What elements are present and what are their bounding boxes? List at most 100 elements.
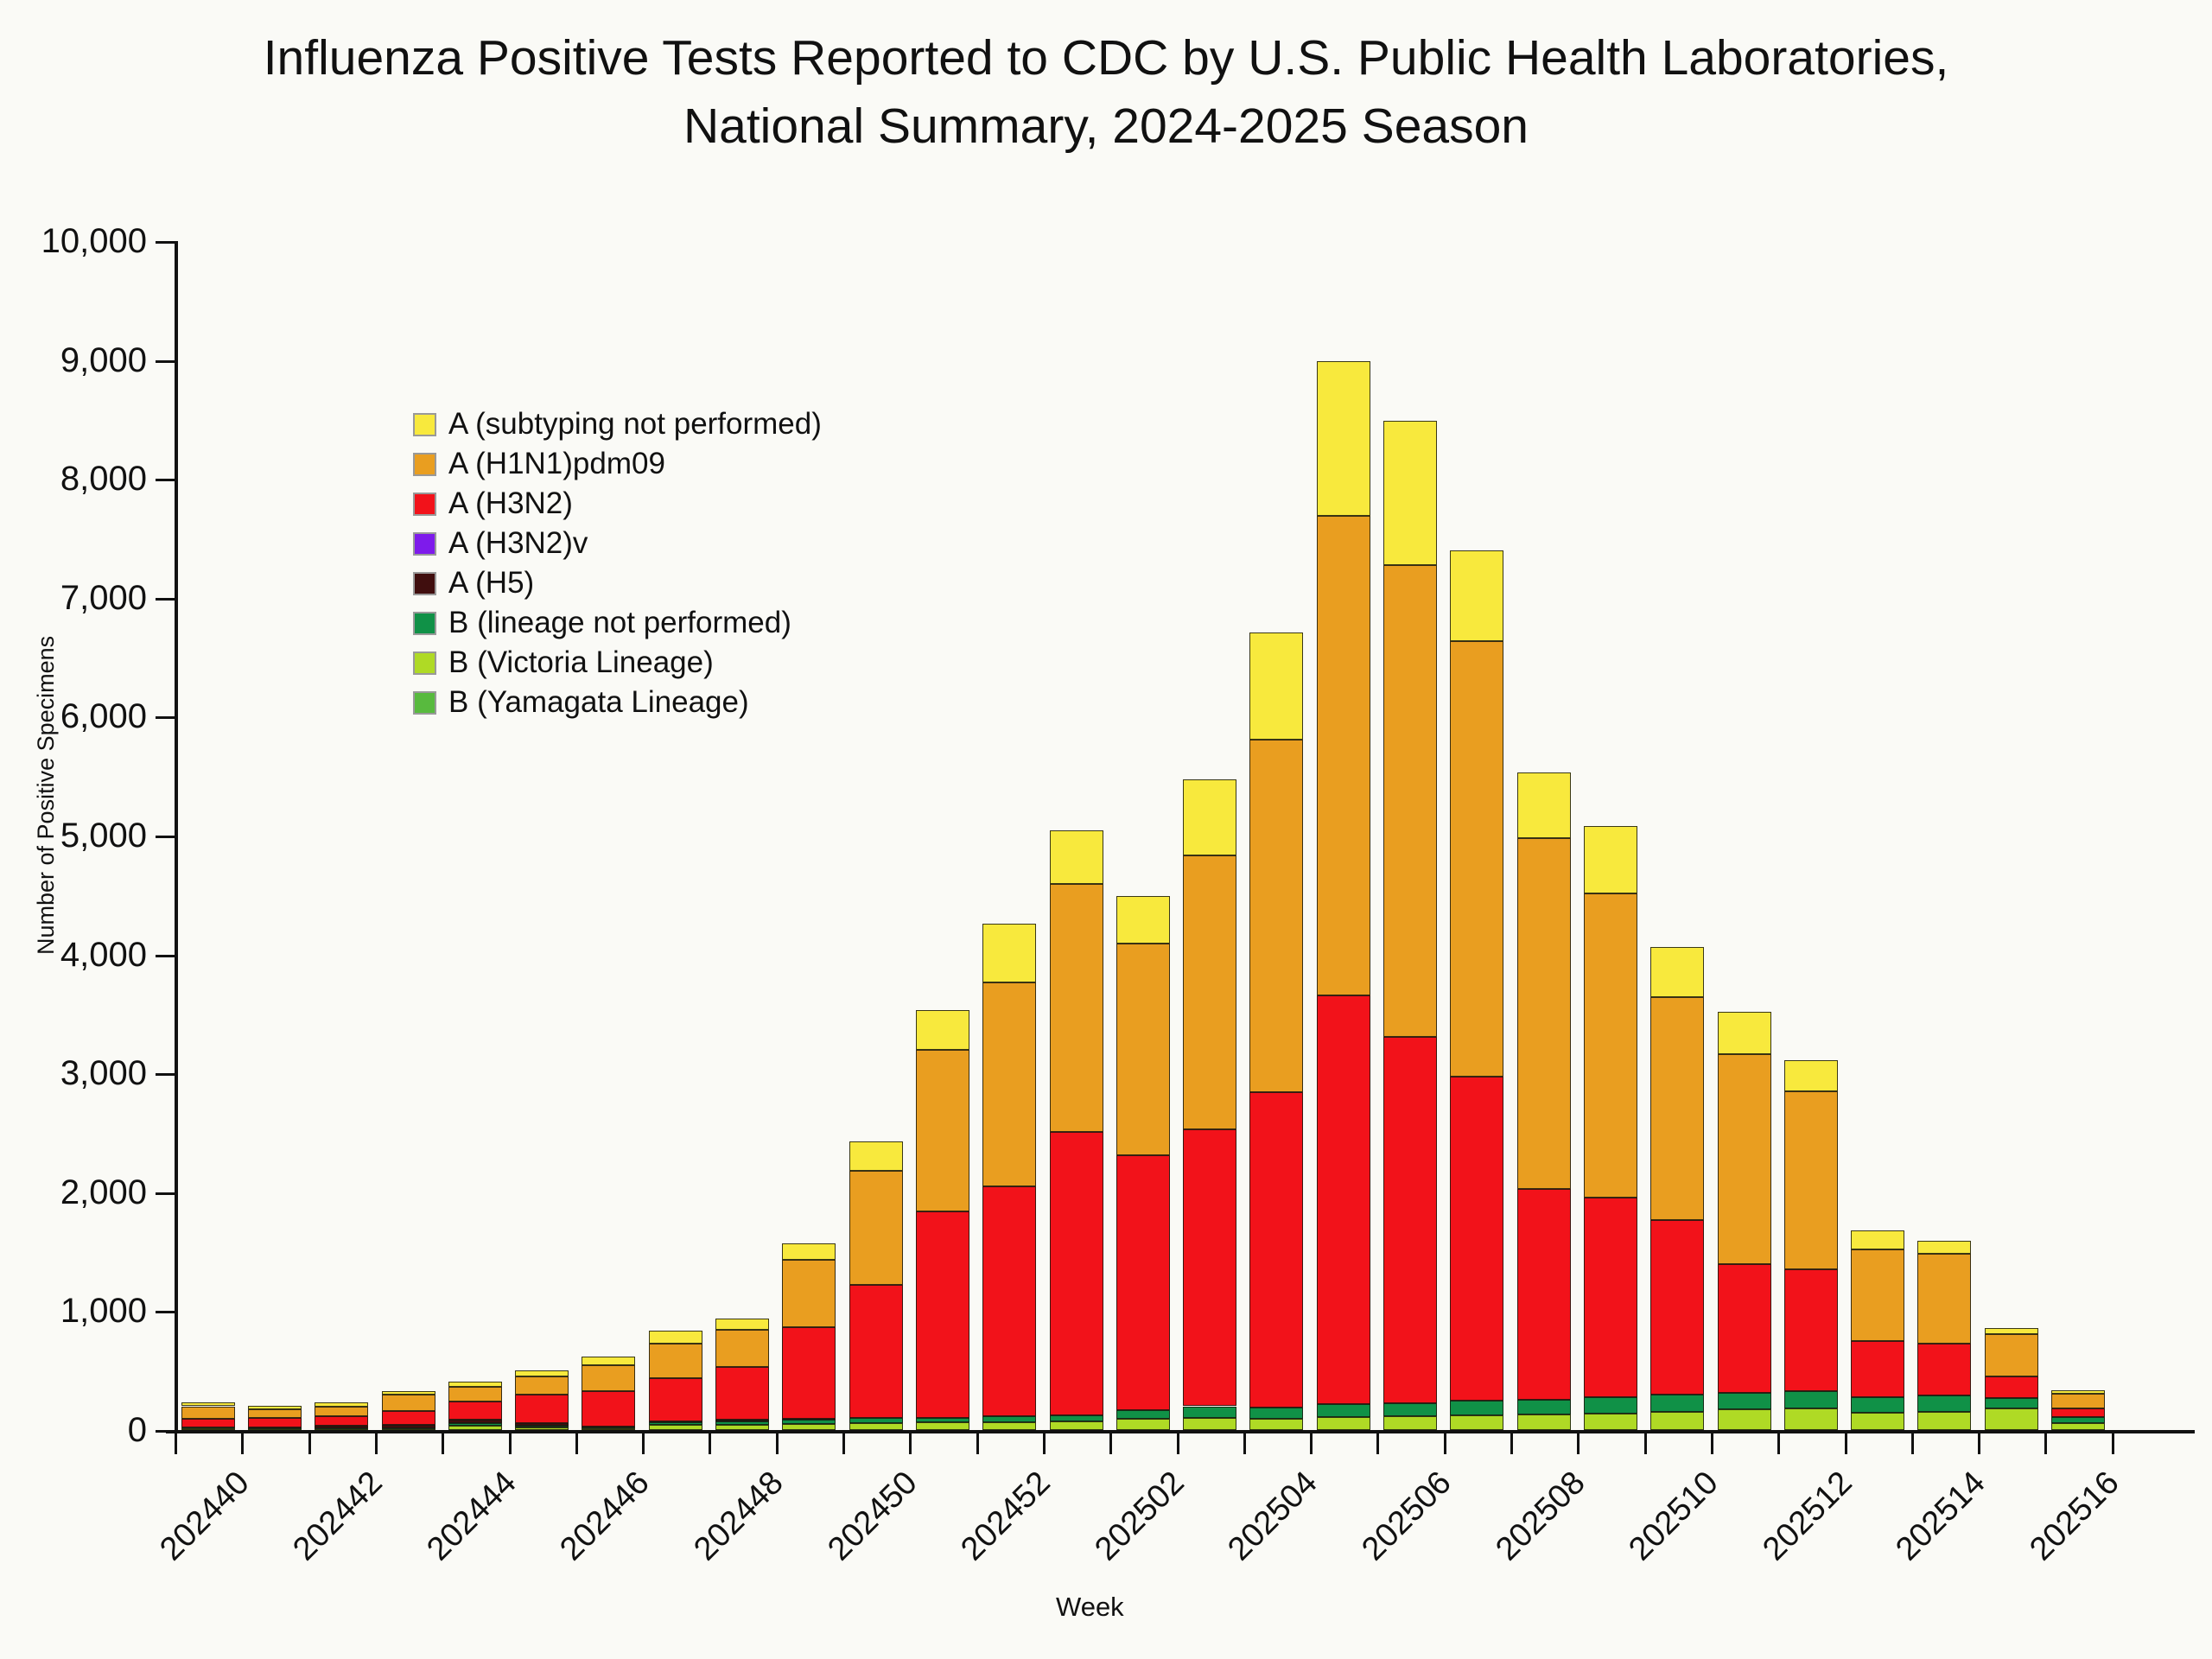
bar-segment-a-h3n2 [1717, 1263, 1771, 1393]
bar-202507 [1450, 0, 1504, 1430]
bar-202510 [1650, 0, 1705, 1430]
x-tick [1109, 1433, 1113, 1454]
x-tick [1443, 1433, 1446, 1454]
bar-segment-a-h3n2 [1650, 1220, 1705, 1395]
bar-segment-b-lineage-not-performed [782, 1419, 836, 1424]
bar-segment-b-victoria-lineage [515, 1427, 569, 1430]
x-tick [575, 1433, 578, 1454]
bar-segment-a-h3n2 [1383, 1036, 1438, 1403]
bar-segment-b-lineage-not-performed [2051, 1416, 2106, 1423]
bar-202515 [1984, 0, 2038, 1430]
bar-segment-b-lineage-not-performed [1650, 1395, 1705, 1412]
bar-202449 [782, 0, 836, 1430]
bar-segment-b-lineage-not-performed [1583, 1397, 1637, 1414]
bar-segment-b-victoria-lineage [1717, 1408, 1771, 1430]
bar-segment-a-subtyping-not-performed [315, 1402, 369, 1408]
bar-segment-a-h1n1-pdm09 [2051, 1394, 2106, 1408]
x-tick-label-202502: 202502 [1088, 1465, 1192, 1568]
y-tick-label: 6,000 [60, 697, 147, 736]
bar-segment-b-lineage-not-performed [1316, 1404, 1370, 1417]
bar-segment-a-h1n1-pdm09 [715, 1329, 770, 1368]
bar-segment-a-h1n1-pdm09 [1116, 943, 1170, 1155]
x-tick [1376, 1433, 1380, 1454]
bar-segment-b-victoria-lineage [1650, 1411, 1705, 1430]
legend-swatch-a-h3n2v [413, 531, 436, 556]
x-tick [1777, 1433, 1781, 1454]
x-tick [508, 1433, 512, 1454]
legend-label-a-h5: A (H5) [448, 566, 535, 600]
bar-segment-b-lineage-not-performed [1183, 1406, 1237, 1419]
x-tick [1910, 1433, 1914, 1454]
bar-segment-a-h3n2 [515, 1394, 569, 1424]
bar-202505 [1316, 0, 1370, 1430]
bar-segment-a-subtyping-not-performed [849, 1141, 903, 1171]
bar-segment-a-h3n2 [247, 1417, 302, 1427]
bar-202452 [982, 0, 1037, 1430]
bar-202509 [1583, 0, 1637, 1430]
bar-segment-b-victoria-lineage [648, 1425, 702, 1430]
x-tick-label-202450: 202450 [820, 1465, 925, 1568]
y-tick [156, 954, 175, 957]
bar-segment-a-h3n2 [782, 1326, 836, 1419]
bar-segment-a-h1n1-pdm09 [515, 1376, 569, 1395]
legend-swatch-a-h3n2 [413, 492, 436, 516]
x-tick [709, 1433, 712, 1454]
bar-segment-a-subtyping-not-performed [1249, 632, 1304, 741]
x-tick [1510, 1433, 1513, 1454]
bar-202450 [849, 0, 903, 1430]
bar-segment-b-lineage-not-performed [849, 1418, 903, 1423]
x-tick [2111, 1433, 2114, 1454]
bar-segment-a-h1n1-pdm09 [1583, 893, 1637, 1198]
bar-segment-a-h3n2 [1516, 1188, 1571, 1401]
bar-segment-b-victoria-lineage [1316, 1416, 1370, 1430]
bar-segment-a-h3n2 [1450, 1077, 1504, 1402]
legend-swatch-a-h5 [413, 571, 436, 595]
bar-segment-b-lineage-not-performed [515, 1425, 569, 1427]
legend-label-a-h3n2v: A (H3N2)v [448, 526, 588, 560]
bar-segment-a-h1n1-pdm09 [1851, 1249, 1905, 1341]
bar-segment-b-lineage-not-performed [1450, 1401, 1504, 1415]
bar-segment-a-h3n2 [1851, 1340, 1905, 1397]
x-tick-label-202504: 202504 [1221, 1465, 1325, 1568]
bar-segment-a-h3n2 [1583, 1197, 1637, 1398]
bar-202508 [1516, 0, 1571, 1430]
bar-202448 [715, 0, 770, 1430]
bar-segment-a-h1n1-pdm09 [247, 1408, 302, 1418]
bar-segment-b-victoria-lineage [1583, 1413, 1637, 1430]
x-tick [842, 1433, 845, 1454]
bar-segment-b-victoria-lineage [1183, 1418, 1237, 1430]
bar-segment-a-h3n2 [381, 1411, 435, 1425]
bar-segment-b-lineage-not-performed [715, 1421, 770, 1425]
bar-segment-a-h1n1-pdm09 [181, 1406, 235, 1419]
bar-202506 [1383, 0, 1438, 1430]
y-axis-line [175, 241, 178, 1433]
legend-label-b-lineage-not-performed: B (lineage not performed) [448, 606, 791, 639]
bar-segment-a-subtyping-not-performed [1450, 550, 1504, 642]
x-tick [775, 1433, 779, 1454]
x-tick-label-202452: 202452 [954, 1465, 1058, 1568]
bar-segment-a-subtyping-not-performed [982, 924, 1037, 982]
legend-label-b-yamagata-lineage: B (Yamagata Lineage) [448, 685, 749, 719]
x-tick [308, 1433, 311, 1454]
bar-segment-a-h5 [315, 1426, 369, 1428]
bar-segment-a-subtyping-not-performed [1851, 1230, 1905, 1249]
x-tick [1243, 1433, 1246, 1454]
bar-segment-a-h3n2 [1249, 1091, 1304, 1408]
bar-segment-a-h1n1-pdm09 [915, 1050, 969, 1212]
bar-segment-b-lineage-not-performed [1984, 1398, 2038, 1409]
bar-202445 [515, 0, 569, 1430]
bar-segment-a-h1n1-pdm09 [448, 1386, 502, 1402]
legend-item-a-h5: A (H5) [413, 563, 822, 603]
y-tick [156, 836, 175, 838]
chart-legend: A (subtyping not performed) A (H1N1)pdm09… [413, 404, 822, 722]
x-tick [1643, 1433, 1647, 1454]
x-tick [642, 1433, 645, 1454]
bar-segment-a-h3n2 [448, 1402, 502, 1421]
bar-segment-a-h1n1-pdm09 [1316, 516, 1370, 995]
bar-202441 [247, 0, 302, 1430]
bar-segment-b-lineage-not-performed [1851, 1396, 1905, 1413]
bar-segment-a-h3n2 [2051, 1408, 2106, 1417]
x-tick-label-202510: 202510 [1622, 1465, 1726, 1568]
bar-segment-a-h3n2 [715, 1367, 770, 1420]
bar-segment-b-lineage-not-performed [1783, 1391, 1838, 1409]
